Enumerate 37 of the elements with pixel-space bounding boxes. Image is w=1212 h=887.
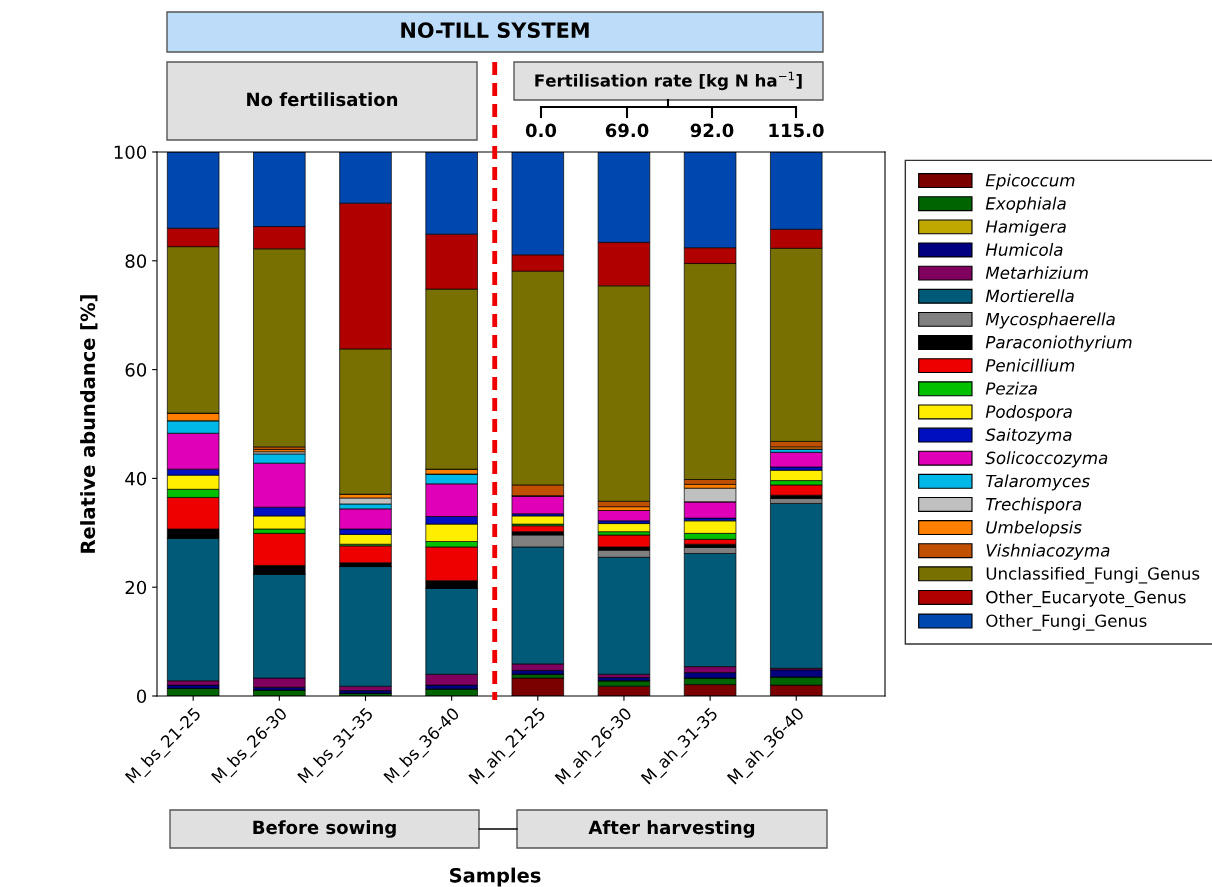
legend-label: Penicillium	[985, 358, 1075, 372]
text: Fertilisation rate [kg N ha$^{−1}$]	[535, 71, 802, 91]
legend-label: Other_Eucaryote_Genus	[986, 590, 1186, 608]
text: 0.0	[525, 123, 557, 138]
y-tick-label: 40	[125, 471, 147, 486]
text: 115.0	[769, 123, 824, 138]
legend-label: Trechispora	[986, 497, 1082, 514]
y-tick-label: 20	[125, 580, 147, 595]
legend-label: Humicola	[985, 243, 1063, 256]
text: Before sowing	[253, 820, 396, 838]
legend-label: Podospora	[985, 405, 1072, 422]
y-tick-label: 0	[136, 689, 147, 704]
legend-label: Hamigera	[985, 219, 1066, 237]
y-tick-label: 60	[125, 363, 147, 377]
legend-label: Mycosphaerella	[985, 312, 1115, 329]
y-tick-label: 100	[114, 145, 147, 160]
legend-label: Epicoccum	[985, 173, 1075, 190]
legend-label: Other_Fungi_Genus	[986, 614, 1147, 631]
legend-label: Mortierella	[985, 289, 1074, 303]
y-tick-label: 80	[125, 254, 147, 268]
text: NO-TILL SYSTEM	[401, 22, 589, 39]
legend-label: Exophiala	[985, 196, 1066, 213]
y-axis-title: Relative abundance [%]	[80, 295, 98, 553]
legend-label: Vishniacozyma	[986, 543, 1110, 560]
text: No fertilisation	[247, 92, 398, 107]
legend-label: Unclassified_Fungi_Genus	[986, 566, 1200, 584]
legend-label: Solicoccozyma	[985, 451, 1108, 468]
x-axis-title: Samples	[450, 867, 541, 887]
legend-label: Paraconiothyrium	[985, 335, 1132, 352]
legend-label: Peziza	[985, 381, 1037, 395]
text: 92.0	[690, 123, 734, 138]
legend-label: Metarhizium	[985, 266, 1088, 280]
text: 69.0	[605, 123, 649, 138]
legend-label: Umbelopsis	[986, 520, 1082, 537]
text: After harvesting	[588, 820, 755, 838]
legend-label: Talaromyces	[986, 474, 1090, 491]
legend-label: Saitozyma	[985, 428, 1072, 445]
